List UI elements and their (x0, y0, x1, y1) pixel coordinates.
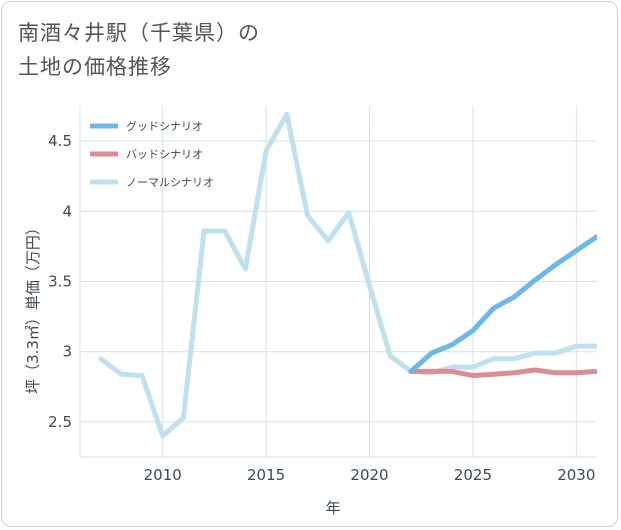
series-line-0 (408, 234, 597, 374)
chart-title-line-2: 土地の価格推移 (18, 55, 172, 79)
legend-label-1: バッドシナリオ (126, 148, 203, 161)
y-tick-label: 4.5 (48, 132, 72, 150)
chart-title-line-1: 南酒々井駅（千葉県）の (18, 21, 260, 45)
y-tick-label: 4 (62, 202, 72, 220)
x-tick-label: 2010 (144, 466, 182, 484)
series-line-1 (408, 367, 597, 379)
y-tick-label: 2.5 (48, 413, 72, 431)
series-line-2 (98, 111, 597, 439)
y-tick-label: 3 (62, 343, 72, 361)
legend-label-2: ノーマルシナリオ (126, 176, 214, 189)
x-axis-label: 年 (325, 499, 340, 517)
x-tick-label: 2015 (247, 466, 285, 484)
y-axis-label: 坪（3.3㎡）単価（万円） (24, 220, 42, 394)
x-tick-label: 2020 (350, 466, 388, 484)
x-tick-label: 2030 (557, 466, 595, 484)
x-tick-label: 2025 (454, 466, 492, 484)
legend-label-0: グッドシナリオ (126, 119, 203, 133)
tick-labels: 2010 2015 2020 2025 2030 2.5 3 3.5 4 4.5 (48, 132, 595, 484)
chart-title: 南酒々井駅（千葉県）の 土地の価格推移 (18, 16, 260, 84)
y-tick-label: 3.5 (48, 273, 72, 291)
series-layer (98, 111, 597, 439)
